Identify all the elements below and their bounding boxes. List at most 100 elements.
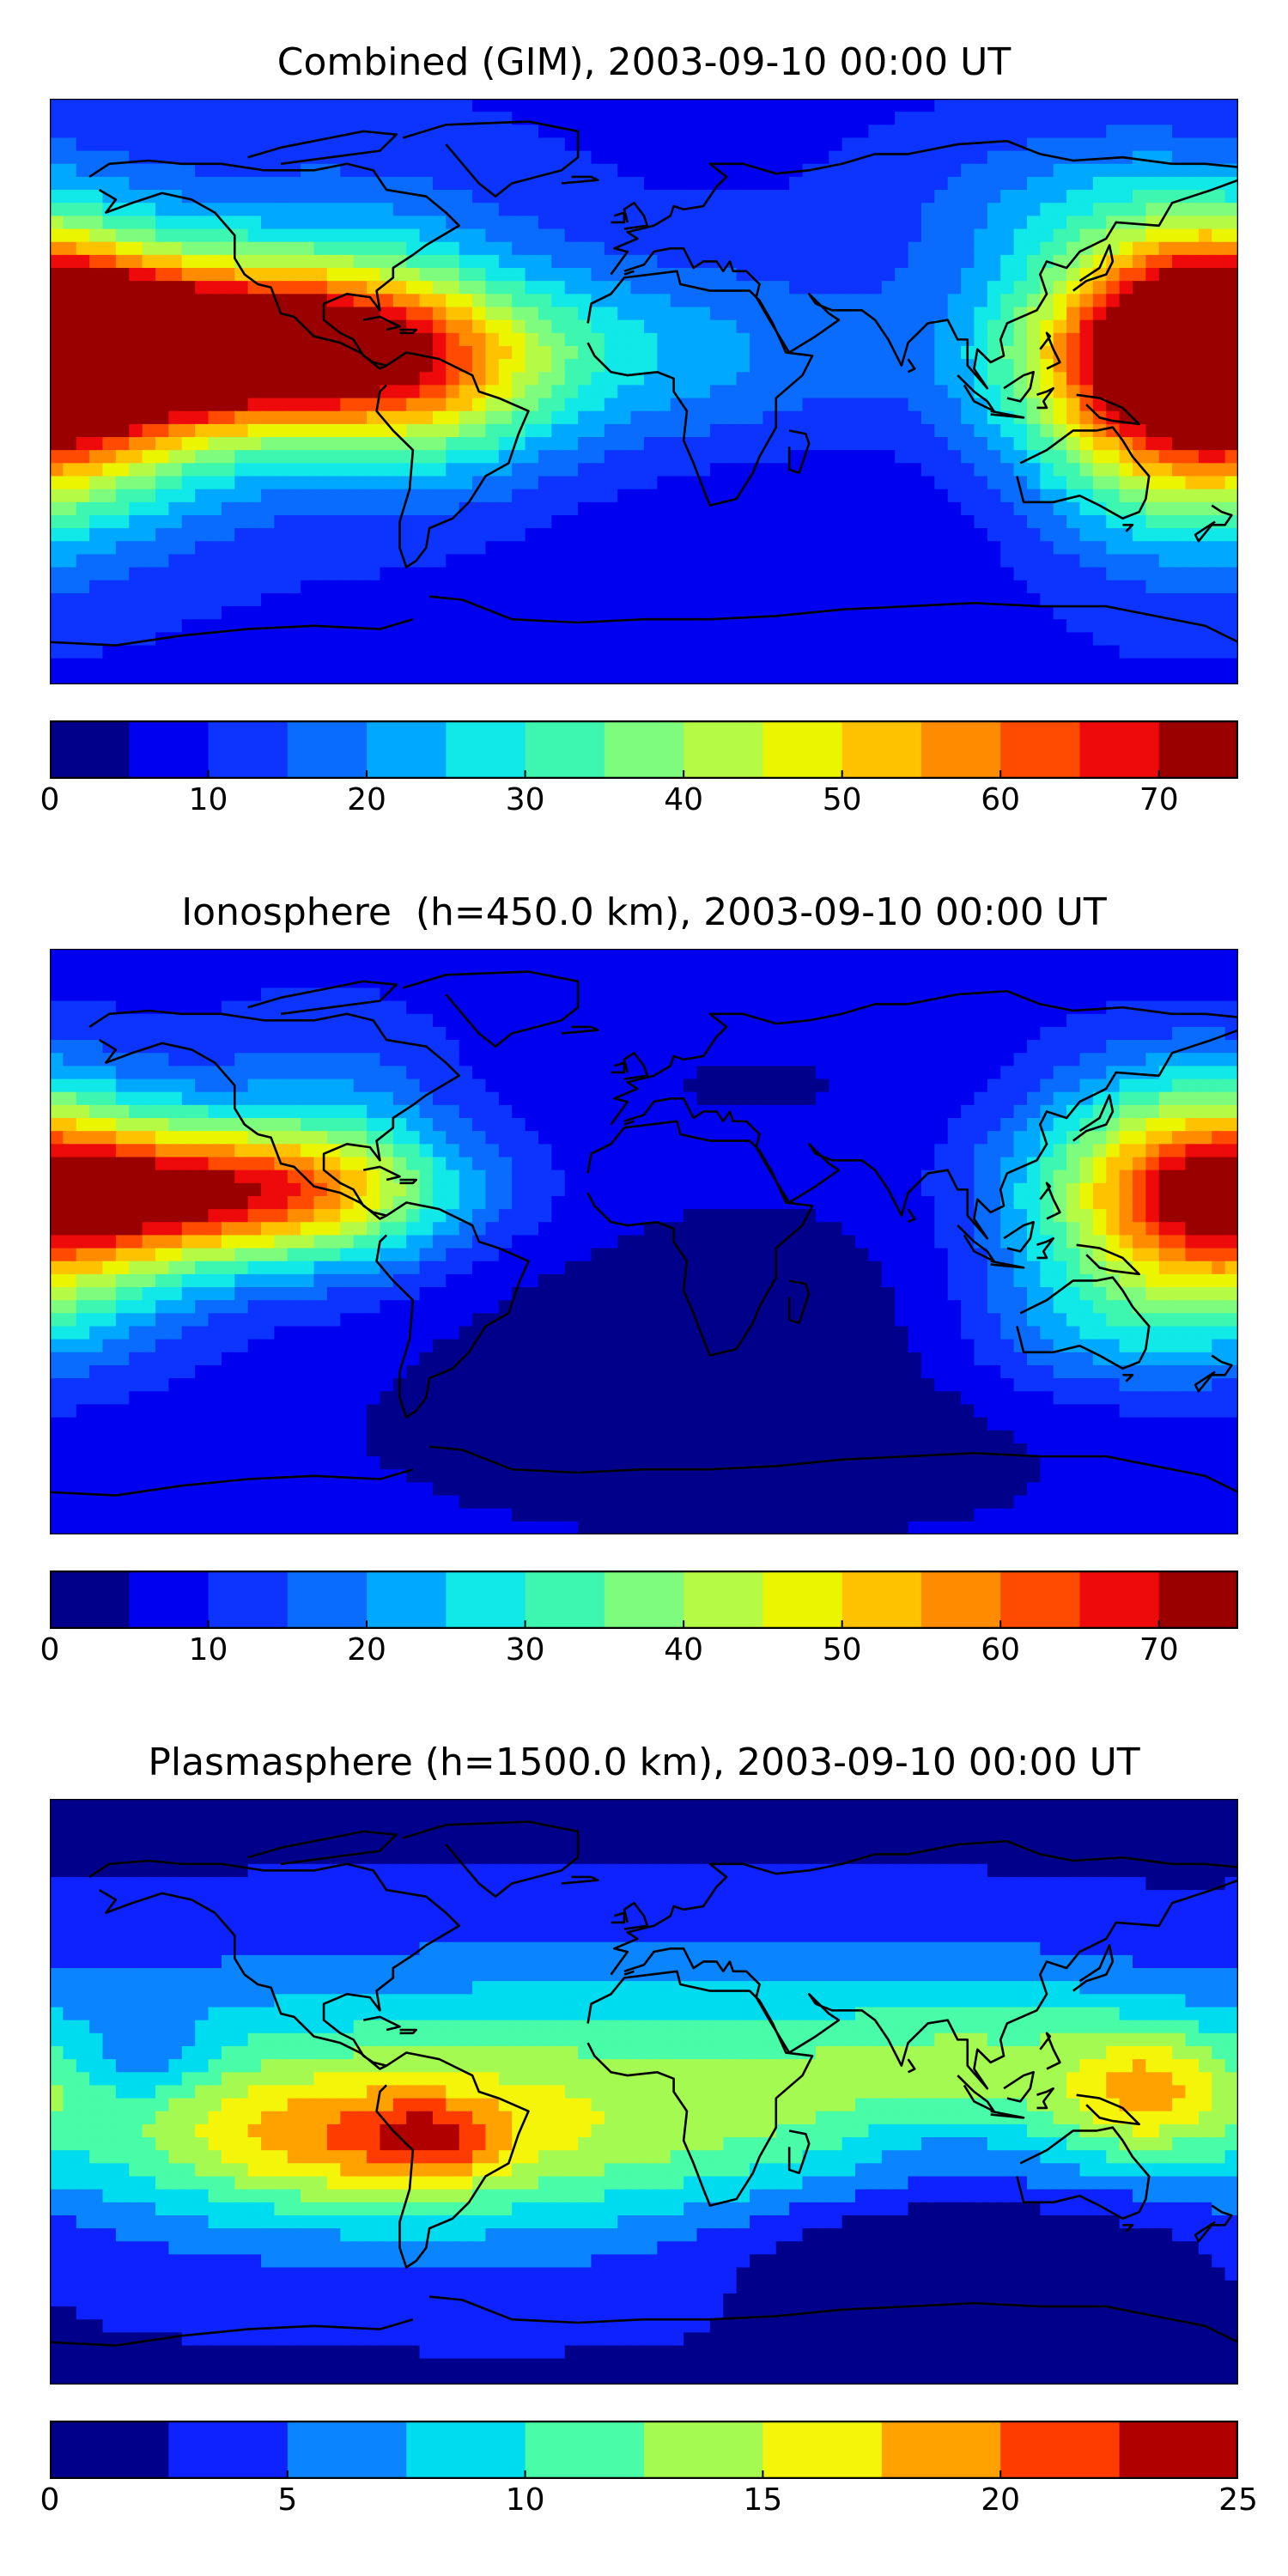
tec-cell [1066,1026,1081,1042]
tec-cell [326,176,342,191]
tec-cell [591,1000,606,1015]
tec-cell [829,345,843,361]
tec-cell [762,1053,777,1067]
tec-cell [512,1066,526,1080]
tec-cell [63,268,77,283]
tec-cell [1198,112,1213,126]
coastline [624,271,635,275]
tec-cell [881,463,896,477]
tec-cell [340,307,355,321]
tec-cell [895,514,909,530]
tec-cell [353,1026,368,1042]
tec-cell [736,190,751,204]
tec-cell [564,554,580,568]
tec-cell [406,410,421,426]
tec-cell [287,514,302,530]
tec-cell [591,632,606,647]
tec-cell [815,423,830,439]
tec-cell [551,501,566,517]
tec-cell [775,541,791,556]
tec-cell [1000,671,1015,684]
tec-cell [102,554,118,568]
tec-cell [1172,606,1187,621]
tec-cell [1000,975,1015,989]
tec-cell [578,489,592,503]
tec-cell [1013,345,1029,361]
tec-cell [313,228,329,243]
tec-cell [591,372,606,386]
tec-cell [1198,632,1213,647]
tec-cell [736,1053,751,1067]
tec-cell [102,1026,118,1042]
tec-cell [129,137,143,152]
tec-cell [115,1066,131,1080]
tec-cell [1172,281,1187,295]
tec-cell [115,319,131,334]
tec-cell [1040,190,1054,204]
tec-cell [855,987,870,1002]
tec-cell [974,190,988,204]
tec-cell [736,307,751,321]
tec-cell [432,254,447,270]
tec-cell [762,294,777,308]
tec-cell [313,1053,329,1067]
tec-cell [762,632,777,647]
tec-cell [406,216,421,230]
tec-cell [1172,203,1187,217]
tec-cell [881,228,896,243]
tec-cell [419,514,434,530]
tec-cell [419,228,434,243]
tec-cell [446,554,460,568]
tec-cell [301,385,315,399]
tec-cell [181,476,197,490]
tec-cell [340,567,355,581]
tec-cell [208,112,223,126]
tec-cell [1000,514,1015,530]
tec-cell [221,125,236,139]
tec-cell [750,385,764,399]
tec-cell [1040,489,1054,503]
tec-cell [578,528,592,543]
tec-cell [657,163,671,179]
tec-cell [380,450,394,465]
tec-cell [947,294,963,308]
tec-cell [1198,450,1213,465]
tec-cell [287,228,302,243]
tec-cell [525,1040,540,1054]
tec-cell [301,410,315,426]
tec-cell [657,125,671,139]
tec-cell [591,1013,606,1029]
tec-cell [1066,975,1081,989]
tec-cell [934,203,949,217]
tec-cell [617,345,632,361]
tec-cell [802,592,817,608]
tec-cell [367,514,381,530]
tec-cell [50,307,64,321]
tec-cell [750,203,764,217]
tec-cell [1066,176,1081,191]
tec-cell [1224,385,1238,399]
tec-cell [76,359,91,374]
tec-cell [868,580,883,595]
tec-cell [208,150,223,165]
tec-cell [1158,410,1174,426]
tec-cell [261,671,276,684]
tec-cell [485,567,500,581]
tec-cell [432,1000,447,1015]
tec-cell [525,307,540,321]
tec-cell [895,476,909,490]
tec-cell [709,450,725,465]
tec-cell [261,99,276,113]
tec-cell [261,203,276,217]
tec-cell [1185,949,1200,963]
tec-cell [723,463,738,477]
tec-cell [908,385,923,399]
tec-cell [604,1026,619,1042]
tec-cell [208,592,223,608]
tec-cell [301,112,315,126]
coastline [1004,372,1034,401]
tec-cell [630,359,646,374]
tec-cell [670,112,685,126]
tec-cell [775,592,791,608]
tec-cell [775,606,791,621]
